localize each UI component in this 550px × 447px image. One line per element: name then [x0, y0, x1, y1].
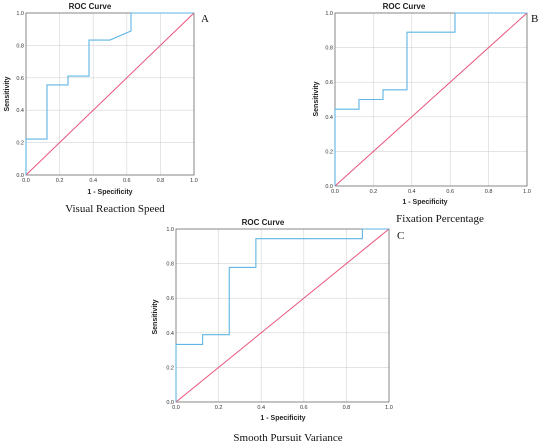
y-tick-label: 0.2 [325, 149, 333, 155]
y-tick-label: 0.8 [16, 43, 24, 49]
y-tick-label: 0.4 [325, 115, 333, 121]
x-tick-label: 1.0 [385, 405, 393, 411]
roc-panel-b: 0.0 0.2 0.4 0.6 0.8 1.0 0.0 0.2 0.4 0.6 0.8 1.0 ROC … [313, 2, 538, 225]
roc-curve [334, 12, 527, 186]
y-axis-label: Sensitivity [152, 299, 159, 334]
panel-label: B [531, 13, 538, 25]
x-tick-label: 0.2 [215, 405, 223, 411]
x-tick-label: 1.0 [523, 189, 531, 195]
panel-caption: Smooth Pursuit Variance [233, 432, 342, 444]
x-tick-label: 0.0 [22, 178, 30, 184]
y-tick-label: 0.8 [325, 46, 333, 52]
roc-curve [175, 228, 389, 402]
x-tick-label: 0.6 [300, 405, 308, 411]
reference-line [334, 12, 528, 187]
x-axis-label: 1 - Specificity [402, 199, 447, 206]
y-axis-label: Sensitivity [4, 76, 11, 111]
y-tick-label: 0.8 [166, 262, 174, 268]
plot-frame [25, 12, 195, 176]
plot-frame [334, 12, 528, 187]
y-tick-label: 1.0 [16, 11, 24, 17]
panel-caption: Fixation Percentage [396, 213, 484, 225]
y-tick-label: 0.4 [166, 331, 174, 337]
x-tick-label: 0.8 [343, 405, 351, 411]
y-tick-label: 0.2 [16, 141, 24, 147]
y-tick-label: 0.6 [16, 76, 24, 82]
chart-title: ROC Curve [383, 2, 426, 11]
panel-label: A [201, 13, 209, 25]
x-tick-label: 0.4 [257, 405, 265, 411]
panel-label: C [397, 230, 404, 242]
x-tick-label: 0.6 [123, 178, 131, 184]
y-tick-label: 0.0 [325, 184, 333, 190]
x-tick-label: 1.0 [190, 178, 198, 184]
y-tick-label: 0.6 [325, 80, 333, 86]
x-tick-label: 0.2 [56, 178, 64, 184]
y-tick-label: 0.0 [166, 400, 174, 406]
x-tick-label: 0.8 [157, 178, 165, 184]
plot-frame [175, 228, 390, 403]
chart-title: ROC Curve [242, 218, 285, 227]
x-tick-label: 0.4 [89, 178, 97, 184]
x-tick-label: 0.4 [408, 189, 416, 195]
x-axis-label: 1 - Specificity [87, 189, 132, 196]
y-axis-label: Sensitivity [313, 81, 320, 116]
y-tick-label: 0.4 [16, 108, 24, 114]
chart-title: ROC Curve [69, 2, 112, 11]
x-tick-label: 0.8 [485, 189, 493, 195]
y-tick-label: 1.0 [166, 227, 174, 233]
reference-line [25, 12, 195, 176]
reference-line [175, 228, 390, 403]
roc-panel-a: 0.0 0.2 0.4 0.6 0.8 1.0 0.0 0.2 0.4 0.6 0.8 1.0 ROC … [4, 2, 209, 215]
y-tick-label: 1.0 [325, 11, 333, 17]
roc-curve [25, 12, 194, 175]
x-tick-label: 0.6 [446, 189, 454, 195]
x-axis-label: 1 - Specificity [260, 415, 305, 422]
y-tick-label: 0.2 [166, 365, 174, 371]
roc-panel-c: 0.0 0.2 0.4 0.6 0.8 1.0 0.0 0.2 0.4 0.6 0.8 1.0 ROC … [152, 218, 404, 444]
panel-caption: Visual Reaction Speed [65, 203, 165, 215]
y-tick-label: 0.6 [166, 296, 174, 302]
x-tick-label: 0.0 [331, 189, 339, 195]
x-tick-label: 0.2 [370, 189, 378, 195]
y-tick-label: 0.0 [16, 173, 24, 179]
x-tick-label: 0.0 [172, 405, 180, 411]
